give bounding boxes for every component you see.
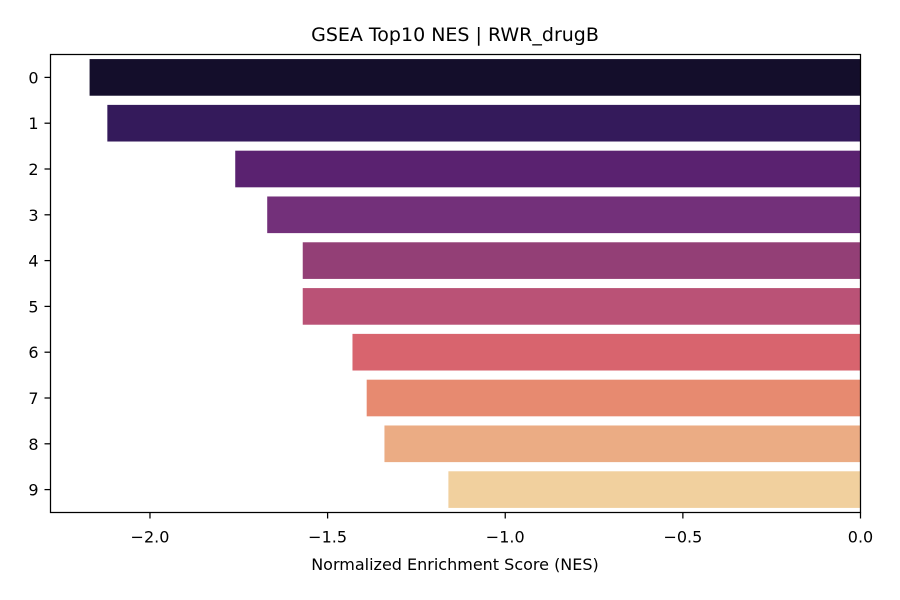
bar-8	[384, 425, 861, 463]
x-tick-label-2: −1.0	[486, 528, 525, 547]
y-tick-label-1: 1	[28, 114, 38, 133]
y-tick-label-0: 0	[28, 68, 38, 87]
y-tick-label-7: 7	[28, 389, 38, 408]
bar-2	[235, 150, 861, 188]
bar-9	[448, 471, 861, 508]
y-axis: 0 1 2 3 4 5 6 7 8 9	[28, 68, 51, 500]
chart-title: GSEA Top10 NES | RWR_drugB	[311, 24, 599, 46]
y-tick-label-6: 6	[28, 343, 38, 362]
x-axis: −2.0 −1.5 −1.0 −0.5 0.0	[131, 512, 873, 547]
y-tick-label-4: 4	[28, 252, 38, 271]
plot-frame	[49, 53, 862, 514]
bar-6	[352, 333, 861, 371]
bar-3	[267, 196, 861, 234]
bar-5	[302, 288, 861, 325]
y-tick-label-5: 5	[28, 297, 38, 316]
bar-7	[366, 379, 861, 417]
bar-4	[302, 242, 861, 279]
y-tick-label-3: 3	[28, 206, 38, 225]
x-tick-label-3: −0.5	[663, 528, 702, 547]
x-tick-label-4: 0.0	[848, 528, 873, 547]
x-tick-label-1: −1.5	[308, 528, 347, 547]
y-tick-label-8: 8	[28, 435, 38, 454]
bars-group	[89, 59, 861, 508]
y-tick-label-9: 9	[28, 481, 38, 500]
y-tick-label-2: 2	[28, 160, 38, 179]
bar-1	[107, 104, 861, 142]
bar-0	[89, 59, 861, 96]
x-tick-label-0: −2.0	[131, 528, 170, 547]
x-axis-title: Normalized Enrichment Score (NES)	[311, 555, 599, 574]
